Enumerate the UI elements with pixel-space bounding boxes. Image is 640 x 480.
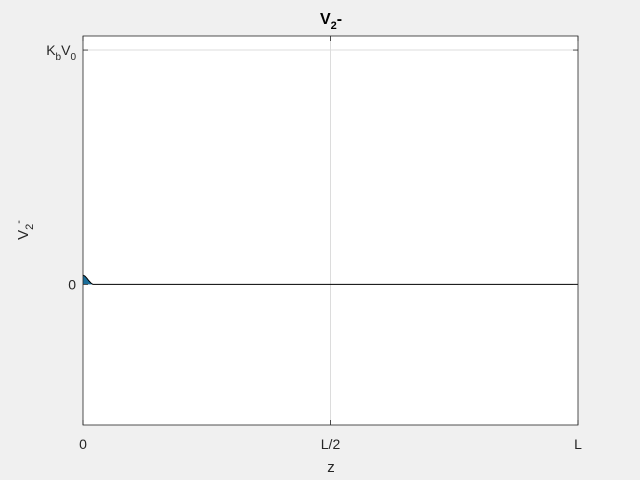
chart-title-subscript: 2 [331,20,337,32]
series-layer [82,274,578,285]
chart-title-suffix: - [337,11,342,28]
grid-lines [83,36,578,425]
series-line [82,274,578,285]
x-tick-label: L [574,436,582,452]
y-tick-label-main: K [46,42,56,58]
x-tick-label: L/2 [321,436,341,452]
y-axis-label-superscript: - [13,220,25,224]
y-tick-label-sub: 0 [70,52,76,63]
tick-marks [82,36,579,425]
y-tick-label-mid: V [61,42,71,58]
chart-title: V2- [320,11,342,32]
y-tick-label: KbV0 [46,42,76,63]
y-axis-label: V2- [13,220,36,240]
x-tick-label: 0 [79,436,87,452]
y-tick-label: 0 [68,276,76,292]
x-axis-label: z [327,459,335,476]
y-tick-label-sub: b [56,52,62,63]
y-axis-label-subscript: 2 [24,224,36,230]
